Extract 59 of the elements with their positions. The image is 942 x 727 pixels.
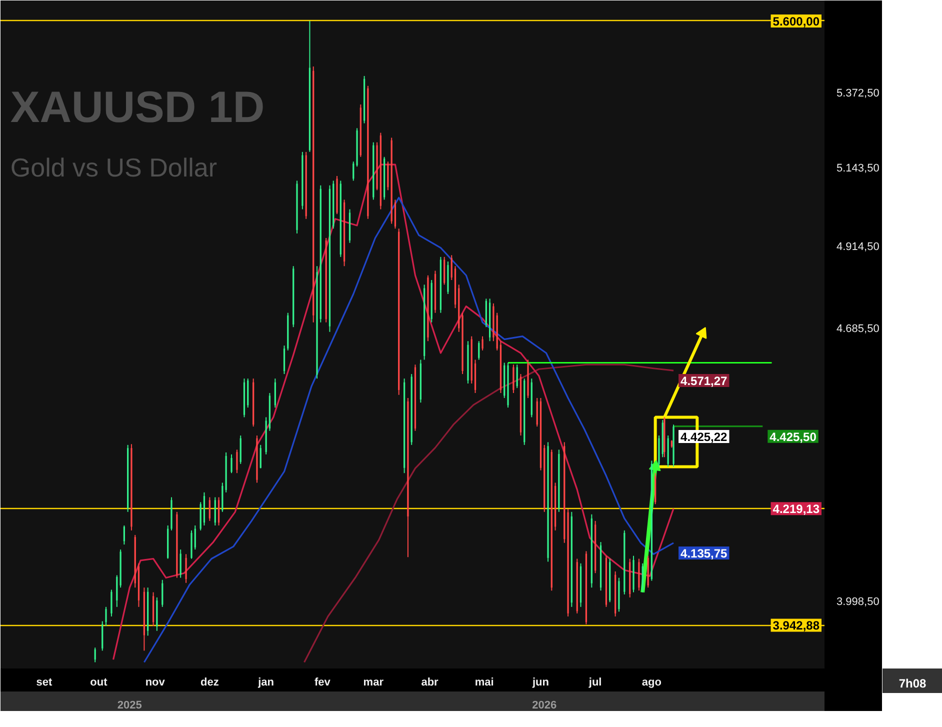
y-tick-label: 3.998,50 [836,596,880,608]
x-tick-label: out [90,676,108,688]
candlestick [444,256,446,286]
text: XAUUSD 1D [10,82,265,132]
ref-line-label: 3.942,88 [772,618,820,633]
y-tick-label: 4.685,50 [836,323,880,336]
candlestick [94,647,96,663]
annotation: 4.219,13 [772,502,820,516]
annotation: 4.425,50 [770,430,817,444]
candlestick [236,449,238,474]
candlestick [260,444,262,469]
candlestick [162,579,164,608]
x-tick-label: jul [588,676,602,688]
y-tick-label: 5.372,50 [836,87,880,100]
candlestick [218,496,220,526]
candlestick [512,364,514,394]
y-tick-label: 5.143,50 [836,162,880,174]
candlestick [105,606,107,627]
candlestick [185,554,187,584]
x-tick-label: abr [421,676,440,688]
candlestick [110,589,112,617]
x-tick-label: dez [200,676,220,688]
candlestick [230,454,232,474]
candlestick [240,435,242,464]
candlestick [123,524,126,546]
x2-tick-label: 2025 [117,700,142,712]
candlestick [274,378,276,408]
candlestick [482,336,484,351]
x-tick-label: nov [145,676,166,688]
x-tick-label: set [36,676,52,688]
candlestick [352,161,354,182]
candlestick [180,549,182,578]
candlestick [387,161,389,191]
candlestick [194,524,196,550]
text: Gold vs US Dollar [10,152,218,182]
ref-line-label: 5.600,00 [772,14,820,28]
x-tick-label: jun [531,676,550,688]
x-tick-label: jan [257,676,274,688]
x-tick-label: fev [314,676,332,688]
candlestick [214,496,216,526]
candlestick [642,562,644,593]
x2-tick-label: 2026 [532,700,557,712]
candlestick [450,254,452,281]
candlestick [485,298,487,328]
candlestick [536,397,538,428]
x-tick-label: mai [474,676,494,688]
annotation: 4.135,75 [680,546,728,560]
x-tick-label: mar [363,676,384,688]
candlestick [478,340,480,360]
annotation: 4.425,22 [680,430,728,444]
candlestick [116,574,118,608]
annotation: 4.571,27 [680,374,728,388]
y-tick-label: 4.914,50 [836,240,880,253]
candlestick [208,496,210,522]
candlestick [516,364,518,389]
candlestick [283,345,286,375]
text: 7h08 [898,676,926,690]
x-tick-label: ago [642,676,662,688]
line-series [303,364,674,664]
